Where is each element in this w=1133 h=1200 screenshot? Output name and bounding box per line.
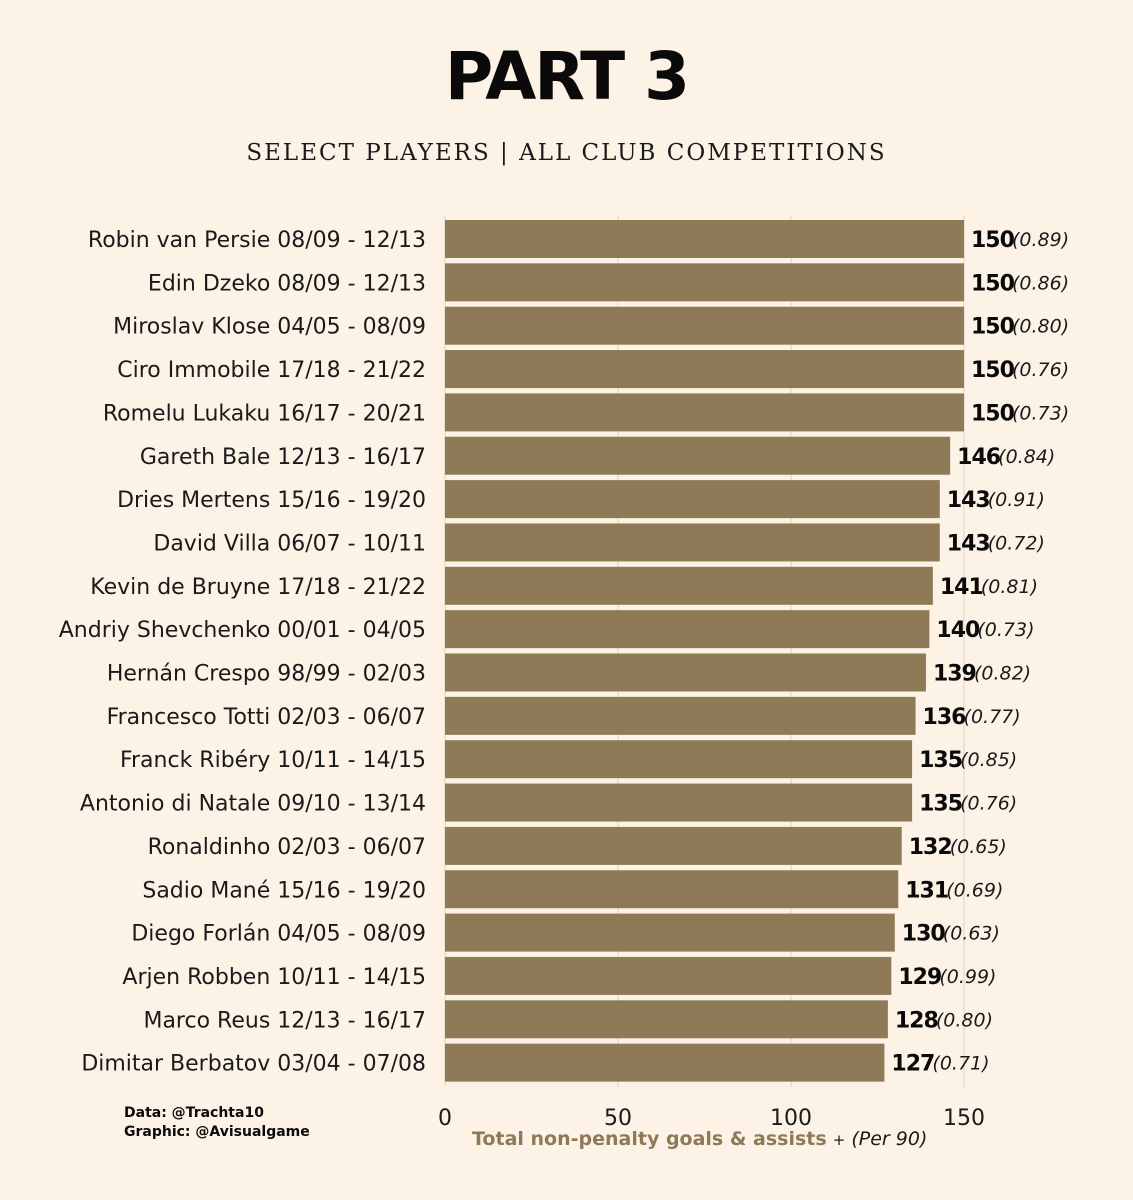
value-label: 150 [971, 315, 1015, 340]
value-label: 150 [971, 358, 1015, 383]
value-label: 140 [936, 618, 980, 643]
value-label: 131 [905, 878, 948, 903]
bar [445, 306, 964, 345]
value-label: 127 [891, 1052, 934, 1077]
bar [445, 956, 892, 995]
bar [445, 566, 933, 605]
bar [445, 783, 913, 822]
x-axis-ticks: 0 50 100 150 [438, 1106, 985, 1131]
value-label: 150 [971, 271, 1015, 296]
value-label: 146 [957, 445, 1001, 470]
bar [445, 220, 964, 258]
category-label: Diego Forlán 04/05 - 08/09 [131, 922, 426, 947]
per90-label: (0.73) [1012, 402, 1069, 424]
per90-label: (0.72) [988, 532, 1045, 554]
x-tick-label: 0 [438, 1106, 452, 1131]
value-label: 150 [971, 228, 1015, 253]
x-axis-label: Total non-penalty goals & assists + (Per… [472, 1128, 927, 1150]
bars [445, 220, 964, 1082]
x-tick-label: 100 [770, 1106, 812, 1131]
x-axis-label-plus: + [832, 1131, 846, 1149]
grid-lines [444, 216, 965, 1087]
category-label: Dries Mertens 15/16 - 19/20 [117, 488, 426, 513]
category-label: Franck Ribéry 10/11 - 14/15 [120, 748, 426, 773]
category-label: Ciro Immobile 17/18 - 21/22 [117, 358, 426, 383]
bar [445, 523, 940, 562]
per90-label: (0.99) [939, 966, 996, 988]
per90-label: (0.84) [998, 446, 1055, 468]
category-label: Miroslav Klose 04/05 - 08/09 [113, 315, 426, 340]
category-label: Hernán Crespo 98/99 - 02/03 [107, 662, 426, 687]
per90-label: (0.81) [981, 576, 1038, 598]
x-axis-label-per90: (Per 90) [851, 1128, 928, 1150]
bar [445, 870, 899, 909]
bar [445, 610, 930, 649]
x-tick-label: 150 [943, 1106, 985, 1131]
category-label: Antonio di Natale 09/10 - 13/14 [80, 792, 426, 817]
credits: Data: @Trachta10 Graphic: @Avisualgame [124, 1104, 310, 1142]
category-labels: Robin van Persie 08/09 - 12/13 Edin Dzeko… [59, 228, 426, 1077]
value-label: 136 [923, 705, 967, 730]
value-label: 135 [919, 792, 962, 817]
per90-label: (0.77) [964, 706, 1021, 728]
graphic-credit: Graphic: @Avisualgame [124, 1124, 310, 1140]
category-label: Arjen Robben 10/11 - 14/15 [122, 965, 426, 990]
category-label: Robin van Persie 08/09 - 12/13 [88, 228, 426, 253]
per90-label: (0.89) [1012, 229, 1069, 251]
per90-label: (0.76) [960, 793, 1017, 815]
category-label: David Villa 06/07 - 10/11 [153, 531, 426, 556]
value-label: 141 [940, 575, 983, 600]
value-label: 143 [947, 488, 990, 513]
bar [445, 653, 926, 692]
bar [445, 393, 964, 432]
per90-label: (0.85) [960, 749, 1017, 771]
per90-label: (0.65) [950, 836, 1007, 858]
category-label: Marco Reus 12/13 - 16/17 [143, 1008, 426, 1033]
value-label: 143 [947, 531, 990, 556]
bar [445, 263, 964, 302]
data-credit: Data: @Trachta10 [124, 1105, 264, 1121]
value-label: 150 [971, 401, 1015, 426]
bar [445, 350, 964, 389]
x-axis-label-main: Total non-penalty goals & assists [472, 1128, 827, 1150]
chart-subtitle: SELECT PLAYERS | ALL CLUB COMPETITIONS [246, 140, 887, 166]
per90-label: (0.63) [943, 923, 1000, 945]
per90-label: (0.80) [1012, 316, 1069, 338]
category-label: Kevin de Bruyne 17/18 - 21/22 [90, 575, 426, 600]
value-label: 135 [919, 748, 962, 773]
category-label: Edin Dzeko 08/09 - 12/13 [148, 271, 426, 296]
per90-label: (0.80) [936, 1009, 993, 1031]
bar [445, 436, 951, 475]
value-label: 129 [898, 965, 941, 990]
bar [445, 1000, 888, 1039]
chart-title: PART 3 [444, 38, 690, 115]
category-label: Romelu Lukaku 16/17 - 20/21 [103, 401, 426, 426]
per90-label: (0.73) [977, 619, 1034, 641]
per90-label: (0.71) [932, 1053, 989, 1075]
per90-label: (0.91) [988, 489, 1045, 511]
value-label: 139 [933, 662, 976, 687]
category-label: Francesco Totti 02/03 - 06/07 [107, 705, 426, 730]
category-label: Andriy Shevchenko 00/01 - 04/05 [59, 618, 426, 643]
category-label: Sadio Mané 15/16 - 19/20 [142, 878, 426, 903]
per90-label: (0.82) [974, 663, 1031, 685]
bar [445, 826, 902, 865]
bar [445, 913, 895, 952]
bar [445, 740, 913, 779]
bar [445, 696, 916, 735]
per90-label: (0.76) [1012, 359, 1069, 381]
value-label: 128 [895, 1008, 938, 1033]
category-label: Gareth Bale 12/13 - 16/17 [140, 445, 426, 470]
value-labels: 150(0.89)150(0.86)150(0.80)150(0.76)150(… [891, 228, 1069, 1077]
value-label: 132 [909, 835, 952, 860]
category-label: Dimitar Berbatov 03/04 - 07/08 [81, 1052, 426, 1077]
bar [445, 1043, 885, 1082]
per90-label: (0.86) [1012, 272, 1069, 294]
value-label: 130 [902, 922, 946, 947]
per90-label: (0.69) [946, 879, 1003, 901]
x-tick-label: 50 [604, 1106, 632, 1131]
bar [445, 480, 940, 519]
category-label: Ronaldinho 02/03 - 06/07 [148, 835, 426, 860]
